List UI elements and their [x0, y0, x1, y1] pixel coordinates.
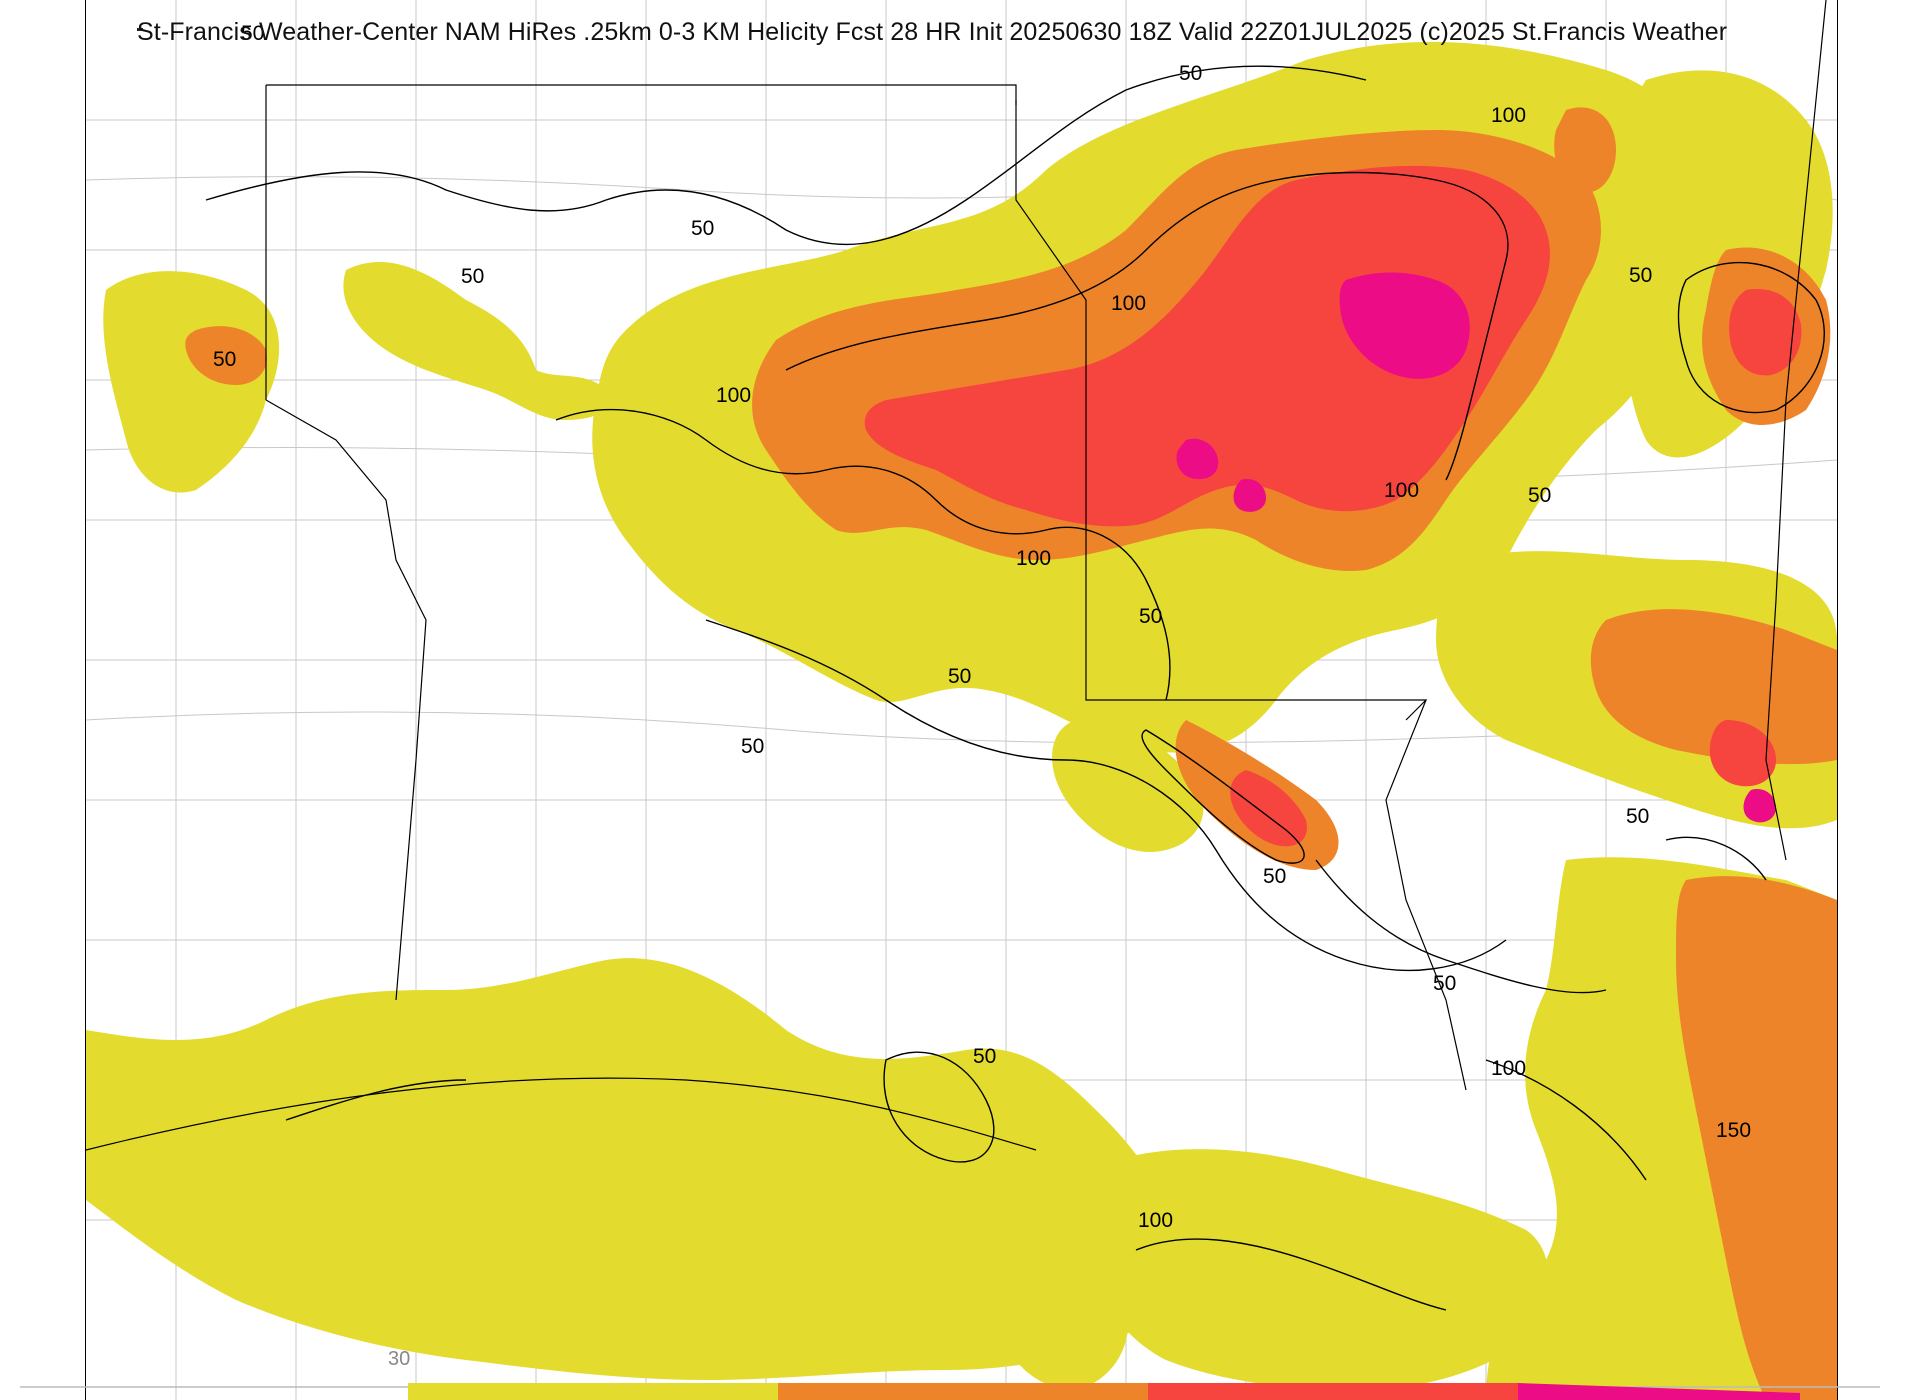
map-title: St-Francis Weather-Center NAM HiRes .25k… — [137, 18, 1728, 46]
helicity-fill — [86, 41, 1837, 1400]
colorbar-band-30 — [408, 1383, 778, 1400]
contour-label: 100 — [716, 384, 751, 407]
contour-label: 50 — [1528, 484, 1551, 507]
contour-label: 50 — [241, 22, 264, 45]
contour-label: 50 — [461, 265, 484, 288]
contour-label: 100 — [1491, 1057, 1526, 1080]
title-marker — [137, 28, 143, 31]
contour-label: 50 — [1263, 865, 1286, 888]
contour-label: 50 — [1626, 805, 1649, 828]
band-150-fill — [864, 165, 1802, 847]
colorbar — [20, 1383, 1880, 1400]
contour-label: 50 — [1139, 605, 1162, 628]
contour-label: 50 — [741, 735, 764, 758]
contour-label: 150 — [1716, 1119, 1751, 1142]
contour-label: 100 — [1111, 292, 1146, 315]
helicity-map: 50 50 50 50 50 100 100 100 100 100 50 50… — [86, 0, 1837, 1400]
helicity-contours — [205, 65, 1825, 1311]
contour-label: 100 — [1016, 547, 1051, 570]
contour-label: 50 — [973, 1045, 996, 1068]
contour-label: 100 — [1384, 479, 1419, 502]
contour-labels: 50 50 50 50 50 100 100 100 100 100 50 50… — [213, 22, 1751, 1232]
colorbar-tick-label: 30 — [388, 1348, 411, 1370]
colorbar-band-100 — [778, 1383, 1148, 1400]
contour-label: 50 — [691, 217, 714, 240]
band-200-fill — [1176, 272, 1776, 823]
colorbar-band-150 — [1148, 1383, 1518, 1400]
contour-label: 50 — [213, 348, 236, 371]
contour-label: 50 — [1433, 972, 1456, 995]
contour-label: 100 — [1491, 104, 1526, 127]
contour-label: 50 — [1179, 62, 1202, 85]
contour-label: 50 — [948, 665, 971, 688]
state-boundaries — [86, 0, 1827, 1151]
contour-label: 100 — [1138, 1209, 1173, 1232]
map-area: 50 50 50 50 50 100 100 100 100 100 50 50… — [85, 0, 1838, 1400]
contour-label: 50 — [1629, 264, 1652, 287]
colorbar-band-200 — [1518, 1383, 1800, 1400]
